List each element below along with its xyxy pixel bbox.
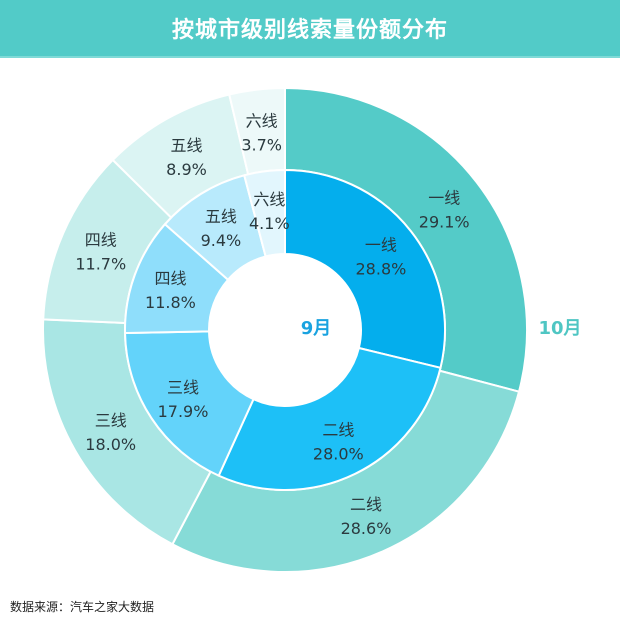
ring-label-september: 9月 <box>301 318 332 339</box>
segment-category-label: 四线 <box>154 269 186 288</box>
segment-value-label: 11.7% <box>75 255 126 274</box>
donut-segment-9月-一线 <box>284 168 446 370</box>
ring-label-october: 10月 <box>538 318 581 339</box>
segment-category-label: 六线 <box>253 190 285 209</box>
segment-category-label: 二线 <box>350 495 382 514</box>
segment-value-label: 28.8% <box>356 260 407 279</box>
outer-ring-10月 <box>42 86 528 573</box>
segment-value-label: 18.0% <box>85 435 136 454</box>
segment-category-label: 四线 <box>85 231 117 250</box>
chart-header: 按城市级别线索量份额分布 <box>0 0 620 58</box>
segment-value-label: 11.8% <box>145 293 196 312</box>
segment-category-label: 五线 <box>205 207 237 226</box>
segment-category-label: 一线 <box>365 236 397 255</box>
segment-category-label: 三线 <box>167 378 199 397</box>
segment-value-label: 28.6% <box>341 519 392 538</box>
segment-category-label: 三线 <box>95 411 127 430</box>
data-source-note: 数据来源：汽车之家大数据 <box>10 600 155 614</box>
donut-segment-9月-六线 <box>243 168 286 258</box>
segment-value-label: 28.0% <box>313 445 364 464</box>
segment-category-label: 五线 <box>171 136 203 155</box>
segment-value-label: 29.1% <box>419 212 470 231</box>
chart-title: 按城市级别线索量份额分布 <box>171 18 448 43</box>
donut-segment-9月-二线 <box>217 346 442 491</box>
segment-labels: 一线 29.1% 二线 28.6% 三线 18.0% 四线 11.7% 五线 8.9% 六线 3.7%… <box>75 111 469 538</box>
segment-value-label: 17.9% <box>158 402 209 421</box>
segment-category-label: 二线 <box>322 421 354 440</box>
segment-category-label: 一线 <box>428 188 460 207</box>
segment-value-label: 3.7% <box>241 135 282 154</box>
segment-value-label: 4.1% <box>249 214 290 233</box>
inner-ring-9月 <box>124 168 446 491</box>
segment-value-label: 8.9% <box>166 160 207 179</box>
segment-category-label: 六线 <box>246 111 278 130</box>
donut-segment-9月-三线 <box>124 330 255 477</box>
segment-value-label: 9.4% <box>201 231 242 250</box>
